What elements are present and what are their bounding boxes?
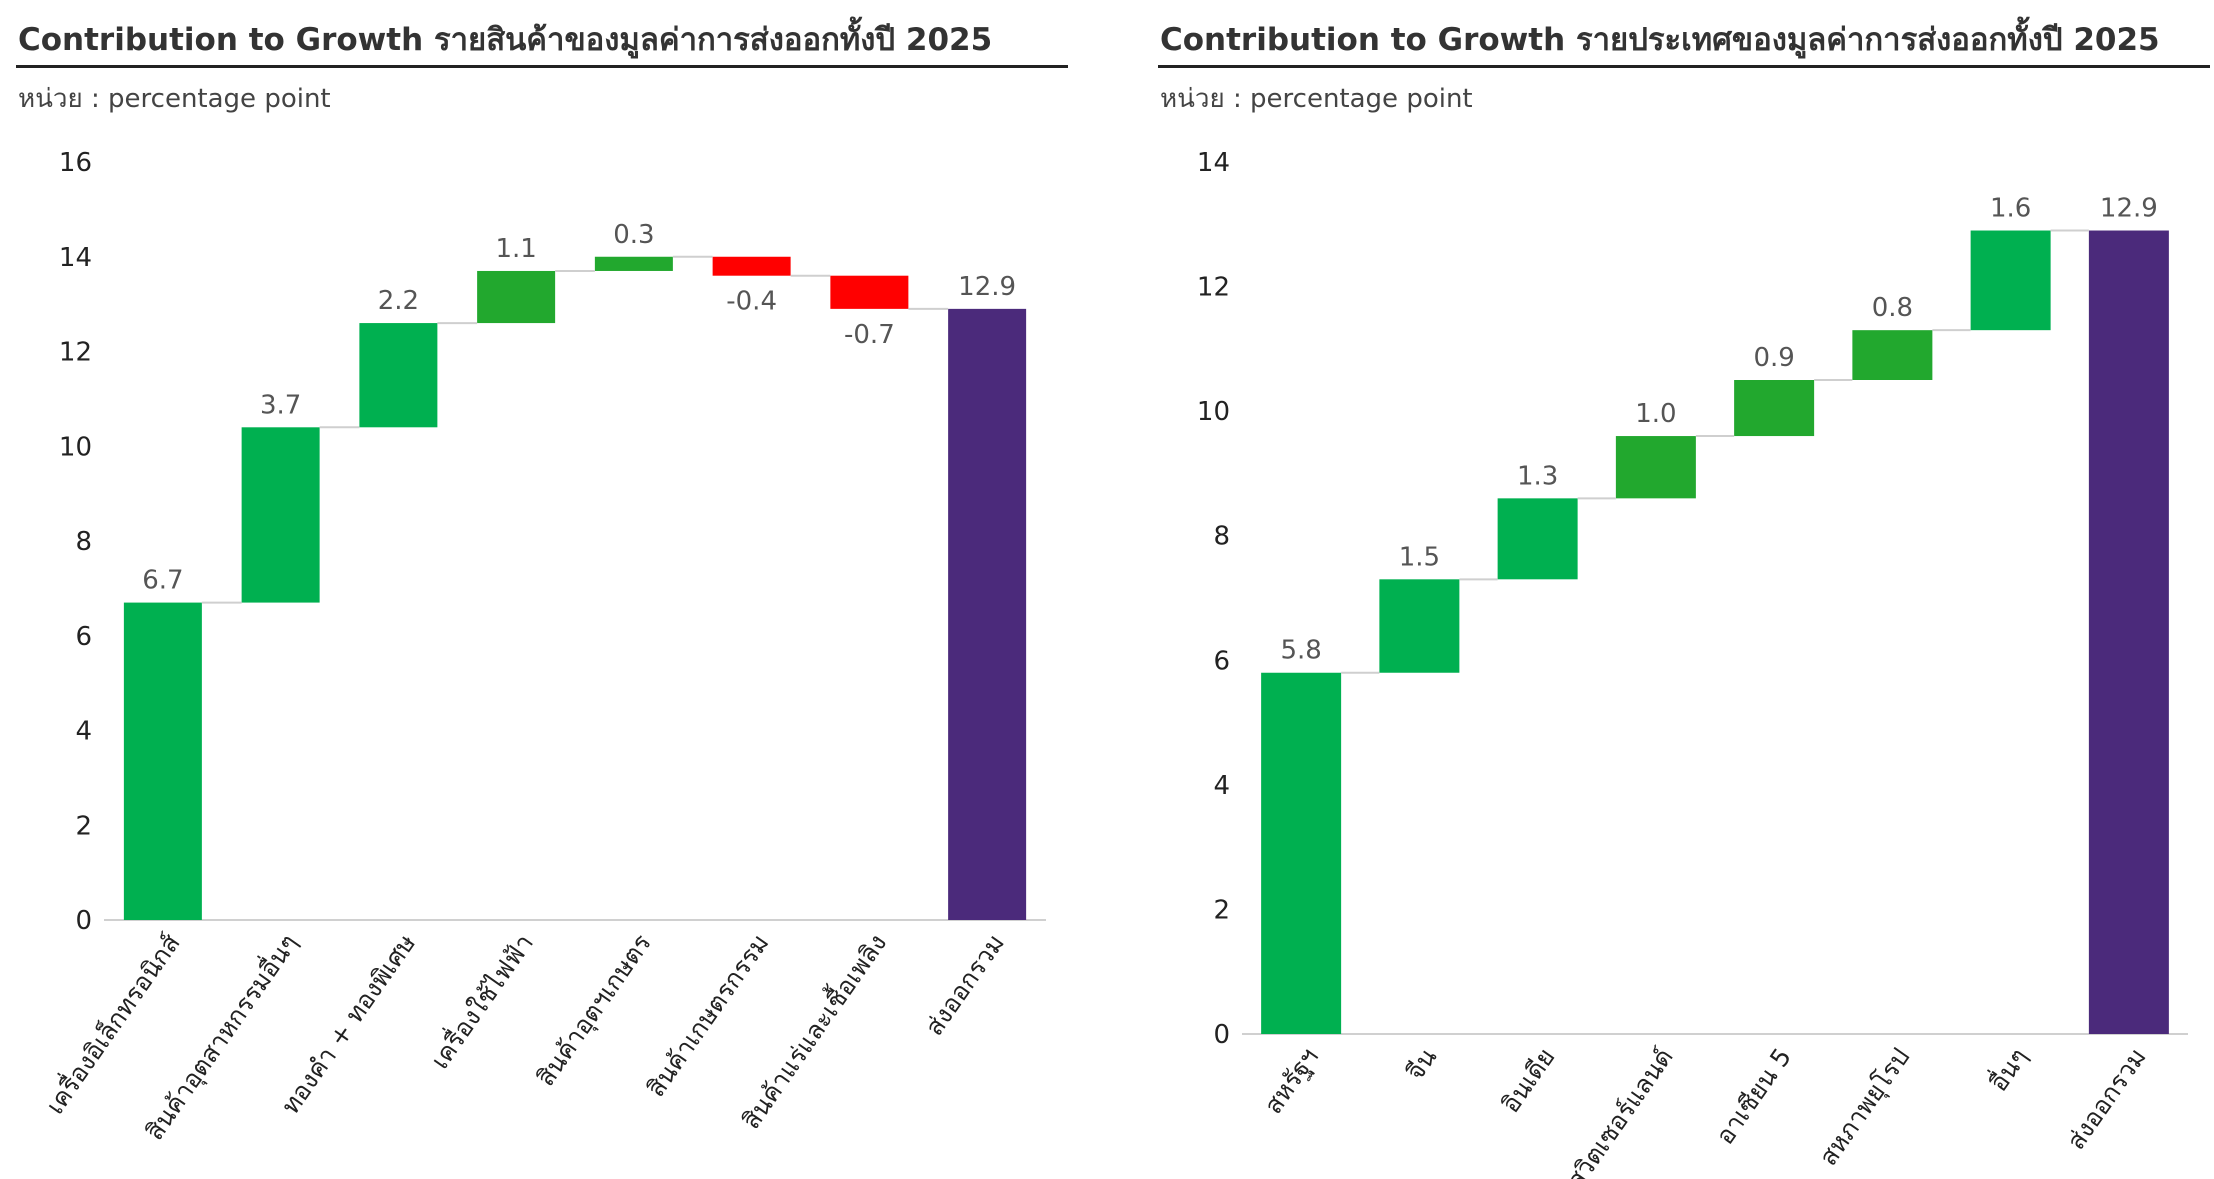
right-ytick-label: 2 — [1213, 895, 1230, 925]
left-chart-title: Contribution to Growth รายสินค้าของมูลค่… — [18, 22, 993, 58]
right-chart-title: Contribution to Growth รายประเทศของมูลค่… — [1160, 22, 2160, 58]
right-value-label-5: 0.8 — [1872, 293, 1913, 323]
left-value-label-1: 3.7 — [260, 390, 301, 420]
left-category-label-4: สินค้าอุตฯเกษตร — [531, 929, 658, 1092]
left-bar-7 — [948, 308, 1027, 920]
right-value-label-4: 0.9 — [1753, 343, 1794, 373]
right-value-label-6: 1.6 — [1990, 194, 2031, 224]
left-value-label-7: 12.9 — [958, 272, 1016, 302]
left-category-label-5: สินค้าเกษตรกรรม — [641, 929, 775, 1102]
right-unit-label: หน่วย : percentage point — [1160, 84, 1473, 114]
left-bar-0 — [123, 602, 202, 920]
left-chart-panel: Contribution to Growth รายสินค้าของมูลค่… — [16, 0, 1086, 1179]
left-title-rule — [16, 65, 1068, 68]
right-category-label-4: อาเซียน 5 — [1710, 1043, 1797, 1150]
right-bar-4 — [1734, 380, 1815, 437]
right-chart-panel: Contribution to Growth รายประเทศของมูลค่… — [1158, 0, 2214, 1179]
right-category-label-6: อื่นๆ — [1981, 1041, 2033, 1097]
left-value-label-4: 0.3 — [613, 220, 654, 250]
right-category-label-2: อินเดีย — [1496, 1043, 1561, 1118]
left-ytick-label: 12 — [59, 338, 92, 368]
right-bar-2 — [1497, 498, 1578, 580]
left-ytick-label: 16 — [59, 148, 92, 178]
left-ytick-label: 14 — [59, 243, 92, 273]
left-ytick-label: 6 — [75, 622, 92, 652]
left-category-label-0: เครื่องอิเล็กทรอนิกส์ — [38, 927, 186, 1119]
left-value-label-5: -0.4 — [726, 287, 777, 317]
right-ytick-label: 12 — [1197, 273, 1230, 303]
left-value-label-2: 2.2 — [378, 286, 419, 316]
right-value-label-2: 1.3 — [1517, 461, 1558, 491]
left-unit-label: หน่วย : percentage point — [18, 84, 331, 114]
right-ytick-label: 6 — [1213, 646, 1230, 676]
right-category-label-3: สวิตเซอร์แลนด์ — [1561, 1043, 1679, 1179]
right-title-rule — [1158, 65, 2210, 68]
right-bar-6 — [1970, 230, 2051, 331]
left-category-label-7: ส่งออกรวม — [919, 929, 1010, 1041]
left-ytick-label: 0 — [75, 906, 92, 936]
left-ytick-label: 4 — [75, 717, 92, 747]
left-ytick-label: 10 — [59, 432, 92, 462]
right-value-label-7: 12.9 — [2100, 194, 2158, 224]
right-category-label-1: จีน — [1400, 1043, 1442, 1086]
right-ytick-label: 8 — [1213, 522, 1230, 552]
right-ytick-label: 4 — [1213, 771, 1230, 801]
left-bar-1 — [241, 427, 320, 603]
right-value-label-1: 1.5 — [1399, 542, 1440, 572]
left-value-label-0: 6.7 — [142, 566, 183, 596]
right-waterfall-chart: 0 2 4 6 8 10 12 14 5.8 สหรัฐฯ 1.5 จีน 1.3 อินเดีย 1.0 ส… — [1197, 148, 2188, 1179]
left-ytick-label: 8 — [75, 527, 92, 557]
left-bar-3 — [477, 270, 556, 324]
right-bar-3 — [1615, 436, 1696, 499]
right-value-label-0: 5.8 — [1280, 636, 1321, 666]
right-ytick-label: 10 — [1197, 397, 1230, 427]
left-bar-4 — [594, 256, 673, 271]
left-waterfall-chart: 0 2 4 6 8 10 12 14 16 6.7 เครื่องอิเล็กทรอนิกส์ 3.7… — [38, 148, 1046, 1146]
left-category-label-2: ทองคำ + ทองพิเศษ — [276, 929, 422, 1120]
right-bar-0 — [1261, 672, 1342, 1034]
right-ytick-label: 14 — [1197, 148, 1230, 178]
left-value-label-3: 1.1 — [495, 234, 536, 264]
right-category-label-0: สหรัฐฯ — [1258, 1043, 1324, 1119]
left-ytick-label: 2 — [75, 811, 92, 841]
left-bar-6 — [830, 275, 909, 309]
left-bar-2 — [359, 323, 438, 428]
right-bar-5 — [1852, 330, 1933, 380]
right-bar-1 — [1379, 579, 1460, 673]
left-category-label-3: เครื่องใช้ไฟฟ้า — [423, 927, 539, 1074]
left-value-label-6: -0.7 — [844, 320, 895, 350]
right-bar-7 — [2088, 230, 2169, 1034]
left-bar-5 — [712, 256, 791, 276]
right-value-label-3: 1.0 — [1635, 399, 1676, 429]
right-category-label-7: ส่งออกรวม — [2061, 1043, 2152, 1155]
right-category-label-5: สหภาพยุโรป — [1813, 1043, 1916, 1172]
right-ytick-label: 0 — [1213, 1020, 1230, 1050]
